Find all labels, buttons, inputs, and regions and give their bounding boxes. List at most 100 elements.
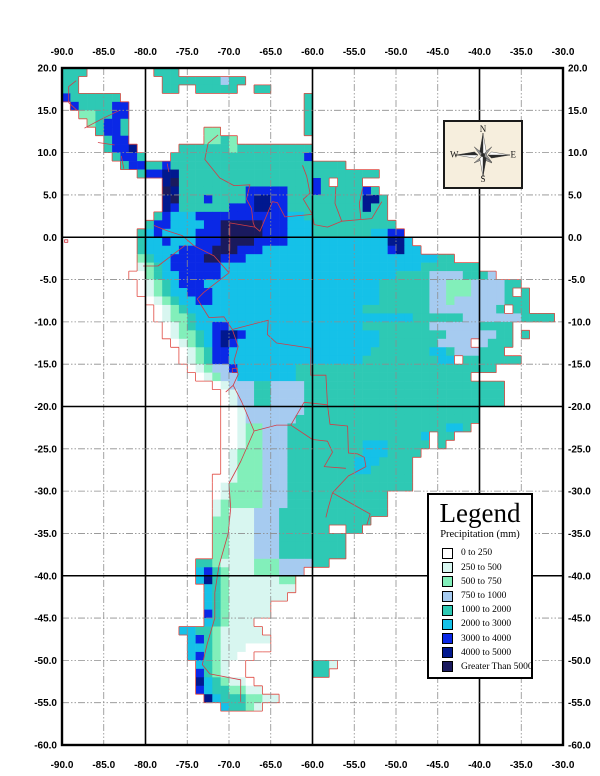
legend-item-label: Greater Than 5000 (461, 661, 533, 672)
lon-tick-label-top: -45.0 (426, 47, 449, 58)
lon-tick-label-bottom: -85.0 (92, 760, 115, 771)
legend-subtitle: Precipitation (mm) (440, 529, 520, 541)
lon-tick-label-bottom: -35.0 (510, 760, 533, 771)
lon-tick-label-top: -35.0 (510, 47, 533, 58)
lat-tick-label-right: -5.0 (568, 275, 586, 286)
legend-item-label: 2000 to 3000 (461, 619, 512, 630)
lat-tick-label-right: 20.0 (568, 64, 588, 75)
lat-tick-label-left: -30.0 (34, 487, 57, 498)
lon-tick-label-bottom: -60.0 (301, 760, 324, 771)
legend-swatch (442, 633, 453, 645)
legend-item: 750 to 1000 (442, 589, 531, 603)
legend: Legend Precipitation (mm) 0 to 250 250 to… (427, 493, 533, 679)
lat-tick-label-right: -20.0 (568, 402, 591, 413)
legend-swatch (442, 547, 453, 559)
legend-title: Legend (439, 498, 521, 528)
legend-swatch (442, 590, 453, 602)
lat-tick-label-left: -50.0 (34, 656, 57, 667)
lat-tick-label-left: -40.0 (34, 571, 57, 582)
lat-tick-label-right: -10.0 (568, 317, 591, 328)
lat-tick-label-left: -20.0 (34, 402, 57, 413)
lat-tick-label-left: 20.0 (38, 64, 58, 75)
lon-tick-label-bottom: -40.0 (468, 760, 491, 771)
compass-north-label: N (479, 124, 487, 134)
lon-tick-label-bottom: -70.0 (218, 760, 241, 771)
legend-swatch (442, 562, 453, 574)
compass-west-label: W (450, 149, 459, 159)
lon-tick-label-bottom: -50.0 (385, 760, 408, 771)
compass-east-label: E (510, 149, 517, 159)
lat-tick-label-left: 10.0 (38, 148, 58, 159)
legend-swatch (442, 661, 453, 673)
lon-tick-label-top: -30.0 (552, 47, 575, 58)
lat-tick-label-left: -15.0 (34, 360, 57, 371)
legend-swatch (442, 618, 453, 630)
lon-tick-label-top: -65.0 (259, 47, 282, 58)
lon-tick-label-bottom: -65.0 (259, 760, 282, 771)
lon-tick-label-top: -55.0 (343, 47, 366, 58)
legend-item-label: 1000 to 2000 (461, 605, 512, 616)
lat-tick-label-right: -40.0 (568, 571, 591, 582)
lat-tick-label-right: -15.0 (568, 360, 591, 371)
legend-swatch (442, 576, 453, 588)
lon-tick-label-top: -75.0 (176, 47, 199, 58)
lat-tick-label-right: -50.0 (568, 656, 591, 667)
lon-tick-label-top: -60.0 (301, 47, 324, 58)
lon-tick-label-top: -80.0 (134, 47, 157, 58)
legend-item-label: 750 to 1000 (461, 591, 507, 601)
lat-tick-label-right: -55.0 (568, 698, 591, 709)
lat-tick-label-right: 15.0 (568, 106, 588, 117)
legend-item-label: 250 to 500 (461, 562, 502, 573)
lon-tick-label-top: -70.0 (218, 47, 241, 58)
lat-tick-label-right: 10.0 (568, 148, 588, 159)
lat-tick-label-left: -5.0 (40, 275, 58, 286)
lon-tick-label-bottom: -55.0 (343, 760, 366, 771)
lat-tick-label-right: -25.0 (568, 444, 591, 455)
legend-item: 250 to 500 (442, 561, 531, 575)
legend-item: 4000 to 5000 (442, 646, 531, 660)
raster-cells (62, 68, 555, 712)
lon-tick-label-bottom: -45.0 (426, 760, 449, 771)
legend-swatch (442, 604, 453, 616)
lon-tick-label-top: -90.0 (51, 47, 74, 58)
lat-tick-label-left: 5.0 (43, 190, 57, 201)
lat-tick-label-right: 5.0 (568, 190, 582, 201)
lat-tick-label-left: 15.0 (38, 106, 58, 117)
lon-tick-label-top: -85.0 (92, 47, 115, 58)
lon-tick-label-bottom: -80.0 (134, 760, 157, 771)
map-frame (60, 66, 565, 747)
legend-item: 500 to 750 (442, 575, 531, 589)
lat-tick-label-right: -35.0 (568, 529, 591, 540)
lat-tick-label-left: -45.0 (34, 614, 57, 625)
legend-item: 1000 to 2000 (442, 603, 531, 617)
compass-star-icon (455, 132, 511, 178)
lat-tick-label-right: -60.0 (568, 741, 591, 752)
lon-tick-label-top: -40.0 (468, 47, 491, 58)
lat-tick-label-right: -45.0 (568, 614, 591, 625)
legend-item: 0 to 250 (442, 546, 531, 560)
lat-tick-label-left: -25.0 (34, 444, 57, 455)
compass-south-label: S (480, 174, 486, 184)
legend-item-label: 500 to 750 (461, 576, 502, 587)
lat-tick-label-left: -10.0 (34, 317, 57, 328)
legend-item: Greater Than 5000 (442, 660, 533, 674)
compass-rose: N E S W (443, 120, 523, 189)
lat-tick-label-left: -55.0 (34, 698, 57, 709)
legend-item: 3000 to 4000 (442, 631, 531, 645)
lat-tick-label-left: -60.0 (34, 741, 57, 752)
country-borders (64, 80, 383, 702)
lon-tick-label-top: -50.0 (385, 47, 408, 58)
lat-tick-label-right: -30.0 (568, 487, 591, 498)
lon-tick-label-bottom: -90.0 (51, 760, 74, 771)
lon-tick-label-bottom: -30.0 (552, 760, 575, 771)
legend-swatch (442, 647, 453, 659)
lat-tick-label-right: 0.0 (568, 233, 582, 244)
lon-tick-label-bottom: -75.0 (176, 760, 199, 771)
legend-item-label: 4000 to 5000 (461, 647, 512, 658)
legend-items: 0 to 250 250 to 500 500 to 750 750 to 1000 1… (429, 546, 533, 674)
legend-item-label: 0 to 250 (461, 548, 493, 559)
legend-item: 2000 to 3000 (442, 617, 531, 631)
legend-item-label: 3000 to 4000 (461, 633, 512, 644)
